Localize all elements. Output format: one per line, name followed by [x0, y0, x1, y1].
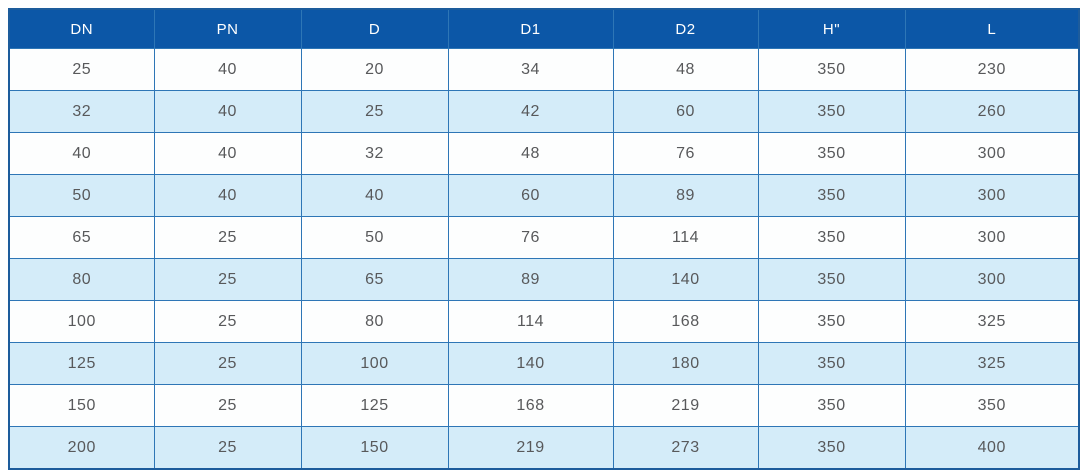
cell-d2: 219	[612, 384, 759, 427]
cell-dn: 32	[8, 90, 155, 133]
cell-l: 300	[904, 258, 1080, 301]
cell-d1: 140	[447, 342, 614, 385]
cell-d1: 219	[447, 426, 614, 470]
cell-d1: 89	[447, 258, 614, 301]
column-header-dn: DN	[8, 8, 155, 49]
table-row: 80 25 65 89 140 350 300	[8, 258, 1080, 301]
cell-dn: 200	[8, 426, 155, 470]
cell-dn: 40	[8, 132, 155, 175]
cell-h: 350	[757, 258, 906, 301]
table-row: 65 25 50 76 114 350 300	[8, 216, 1080, 259]
cell-d: 80	[300, 300, 449, 343]
column-header-h: H"	[757, 8, 906, 49]
cell-d2: 48	[612, 48, 759, 91]
cell-dn: 65	[8, 216, 155, 259]
cell-d: 20	[300, 48, 449, 91]
cell-l: 300	[904, 216, 1080, 259]
cell-d1: 42	[447, 90, 614, 133]
cell-d: 50	[300, 216, 449, 259]
cell-l: 400	[904, 426, 1080, 470]
table-row: 125 25 100 140 180 350 325	[8, 342, 1080, 385]
cell-d: 32	[300, 132, 449, 175]
cell-l: 350	[904, 384, 1080, 427]
cell-pn: 25	[153, 342, 302, 385]
cell-l: 300	[904, 132, 1080, 175]
cell-d: 25	[300, 90, 449, 133]
cell-pn: 40	[153, 48, 302, 91]
cell-h: 350	[757, 342, 906, 385]
cell-d1: 48	[447, 132, 614, 175]
cell-pn: 25	[153, 426, 302, 470]
cell-d1: 60	[447, 174, 614, 217]
cell-pn: 40	[153, 174, 302, 217]
column-header-pn: PN	[153, 8, 302, 49]
cell-d: 150	[300, 426, 449, 470]
cell-dn: 25	[8, 48, 155, 91]
table-row: 200 25 150 219 273 350 400	[8, 426, 1080, 470]
cell-h: 350	[757, 216, 906, 259]
cell-h: 350	[757, 426, 906, 470]
cell-pn: 40	[153, 132, 302, 175]
cell-pn: 25	[153, 258, 302, 301]
cell-pn: 25	[153, 300, 302, 343]
cell-dn: 150	[8, 384, 155, 427]
cell-dn: 100	[8, 300, 155, 343]
table-row: 50 40 40 60 89 350 300	[8, 174, 1080, 217]
cell-d1: 114	[447, 300, 614, 343]
cell-d2: 89	[612, 174, 759, 217]
dimensions-table: DN PN D D1 D2 H" L 25 40 20 34 48 350 23…	[8, 8, 1080, 470]
cell-h: 350	[757, 300, 906, 343]
cell-d: 125	[300, 384, 449, 427]
column-header-d2: D2	[612, 8, 759, 49]
cell-dn: 125	[8, 342, 155, 385]
cell-h: 350	[757, 132, 906, 175]
cell-l: 260	[904, 90, 1080, 133]
cell-d2: 76	[612, 132, 759, 175]
cell-d1: 168	[447, 384, 614, 427]
column-header-d: D	[300, 8, 449, 49]
cell-l: 325	[904, 342, 1080, 385]
cell-d: 65	[300, 258, 449, 301]
cell-d: 100	[300, 342, 449, 385]
cell-h: 350	[757, 384, 906, 427]
cell-l: 300	[904, 174, 1080, 217]
cell-d1: 34	[447, 48, 614, 91]
cell-h: 350	[757, 90, 906, 133]
cell-pn: 25	[153, 216, 302, 259]
cell-d2: 114	[612, 216, 759, 259]
column-header-l: L	[904, 8, 1080, 49]
cell-l: 325	[904, 300, 1080, 343]
cell-d2: 60	[612, 90, 759, 133]
cell-d2: 140	[612, 258, 759, 301]
cell-pn: 25	[153, 384, 302, 427]
cell-d1: 76	[447, 216, 614, 259]
cell-h: 350	[757, 174, 906, 217]
cell-d: 40	[300, 174, 449, 217]
cell-dn: 80	[8, 258, 155, 301]
table-row: 32 40 25 42 60 350 260	[8, 90, 1080, 133]
cell-h: 350	[757, 48, 906, 91]
table-row: 150 25 125 168 219 350 350	[8, 384, 1080, 427]
cell-l: 230	[904, 48, 1080, 91]
column-header-d1: D1	[447, 8, 614, 49]
cell-pn: 40	[153, 90, 302, 133]
table-row: 40 40 32 48 76 350 300	[8, 132, 1080, 175]
cell-d2: 168	[612, 300, 759, 343]
table-row: 25 40 20 34 48 350 230	[8, 48, 1080, 91]
cell-dn: 50	[8, 174, 155, 217]
cell-d2: 180	[612, 342, 759, 385]
header-row: DN PN D D1 D2 H" L	[8, 8, 1080, 49]
cell-d2: 273	[612, 426, 759, 470]
table-row: 100 25 80 114 168 350 325	[8, 300, 1080, 343]
